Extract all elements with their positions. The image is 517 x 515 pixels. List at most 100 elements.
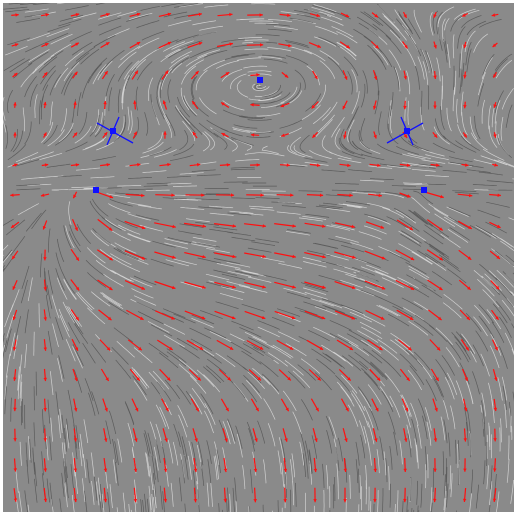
arrow-glyph <box>433 71 437 79</box>
arrow-glyph <box>308 369 322 381</box>
arrow-glyph <box>162 428 168 442</box>
arrow-glyph <box>98 309 112 321</box>
arrow-glyph <box>13 132 17 138</box>
arrow-glyph <box>371 12 379 18</box>
arrow-glyph <box>492 163 498 167</box>
arrow-glyph <box>70 13 80 17</box>
arrow-glyph <box>193 457 198 473</box>
arrow-glyph <box>132 428 138 442</box>
arrow-glyph <box>343 487 347 503</box>
texture-streaks-dark <box>3 3 514 512</box>
arrow-glyph <box>216 339 234 351</box>
arrow-glyph <box>429 339 441 351</box>
arrow-glyph <box>493 428 497 442</box>
arrow-glyph <box>433 458 437 472</box>
arrow-glyph <box>334 281 356 290</box>
arrow-glyph <box>403 487 407 503</box>
arrow-glyph <box>222 428 228 442</box>
arrow-glyph <box>461 368 469 382</box>
arrow-glyph <box>274 281 296 289</box>
arrow-glyph <box>403 70 407 80</box>
arrow-glyph <box>401 398 409 412</box>
arrow-glyph <box>489 250 501 260</box>
arrow-glyph <box>223 487 227 503</box>
arrow-glyph <box>100 12 110 17</box>
arrow-glyph <box>492 42 498 48</box>
arrow-glyph <box>129 368 141 382</box>
arrow-glyph <box>276 339 294 351</box>
arrow-glyph <box>163 487 168 503</box>
arrow-glyph <box>246 193 264 197</box>
arrow-glyph <box>342 70 348 80</box>
arrow-glyph <box>184 252 206 259</box>
arrow-glyph <box>101 70 109 80</box>
arrow-glyph <box>11 250 19 260</box>
arrow-glyph <box>459 309 471 321</box>
arrow-glyph <box>42 71 48 79</box>
arrow-glyph <box>100 368 110 382</box>
arrow-glyph <box>161 398 169 412</box>
arrow-glyph <box>309 163 321 167</box>
arrow-glyph <box>129 12 141 17</box>
arrow-glyph <box>399 163 411 167</box>
arrow-glyph <box>304 310 326 320</box>
arrow-glyph <box>43 339 47 351</box>
arrow-glyph <box>73 428 78 442</box>
arrow-glyph <box>10 221 20 229</box>
arrow-glyph <box>402 131 408 139</box>
arrow-glyph <box>13 398 17 412</box>
arrow-glyph <box>311 131 319 139</box>
arrow-glyph <box>463 41 467 49</box>
arrow-glyph <box>369 368 381 382</box>
arrow-glyph <box>71 218 79 232</box>
arrow-glyph <box>252 428 258 442</box>
arrow-glyph <box>343 131 347 139</box>
arrow-glyph <box>304 281 326 289</box>
arrow-glyph <box>158 41 172 49</box>
arrow-glyph <box>396 309 414 321</box>
arrow-glyph <box>283 487 287 503</box>
arrow-glyph <box>246 339 264 351</box>
arrow-glyph <box>187 12 203 17</box>
arrow-glyph <box>131 398 139 412</box>
arrow-glyph <box>339 41 351 49</box>
arrow-glyph <box>163 457 168 473</box>
arrow-glyph <box>129 163 141 167</box>
arrow-glyph <box>280 398 290 412</box>
arrow-glyph <box>371 398 379 412</box>
arrow-glyph <box>309 13 321 18</box>
arrow-glyph <box>219 163 231 167</box>
arrow-glyph <box>283 457 288 473</box>
arrow-glyph <box>402 11 408 19</box>
arrow-glyph <box>426 249 444 261</box>
arrow-glyph <box>426 219 444 231</box>
arrow-glyph <box>214 310 236 320</box>
arrow-glyph <box>100 41 110 49</box>
arrow-glyph <box>10 193 20 197</box>
arrow-glyph <box>40 13 50 17</box>
arrow-glyph <box>103 487 108 503</box>
arrow-glyph <box>313 487 317 503</box>
arrow-glyph <box>342 100 348 110</box>
lic-texture-layer <box>3 3 514 512</box>
arrow-glyph <box>489 193 501 197</box>
arrow-glyph <box>370 41 380 49</box>
arrow-glyph <box>373 457 377 473</box>
critical-point-layer <box>93 77 427 193</box>
arrow-glyph <box>42 220 48 230</box>
arrow-glyph <box>184 310 206 320</box>
arrow-glyph <box>96 191 114 199</box>
arrow-glyph <box>43 309 47 321</box>
center-top-critical-point <box>257 77 263 83</box>
arrow-glyph <box>12 72 18 78</box>
arrow-glyph <box>40 193 50 197</box>
arrow-glyph <box>493 102 497 108</box>
arrow-glyph <box>13 428 17 442</box>
arrow-glyph <box>220 101 230 109</box>
arrow-glyph <box>364 250 386 260</box>
arrow-glyph <box>100 163 110 167</box>
arrow-glyph <box>373 100 377 110</box>
arrow-glyph <box>334 310 356 320</box>
arrow-glyph <box>491 309 499 321</box>
